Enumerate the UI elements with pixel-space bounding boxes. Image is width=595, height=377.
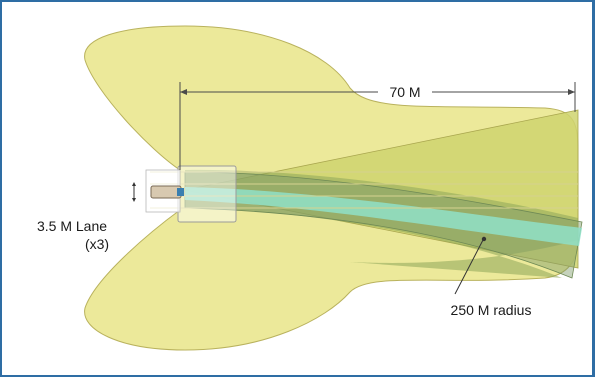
lane-width-arrows: [132, 182, 136, 202]
lane-lines: [150, 171, 578, 209]
sensor-icon: [177, 188, 184, 196]
highlighted-lane: [185, 187, 582, 246]
radius-leader: [454, 236, 487, 295]
near-zone-box: [177, 165, 237, 223]
distance-dimension: [179, 82, 576, 170]
lane-width-label: 3.5 M Lane: [37, 218, 107, 234]
vehicle-icon: [150, 185, 182, 199]
lane-count-label: (x3): [85, 236, 109, 252]
distance-label: 70 M: [389, 84, 420, 100]
radius-label: 250 M radius: [451, 302, 532, 318]
